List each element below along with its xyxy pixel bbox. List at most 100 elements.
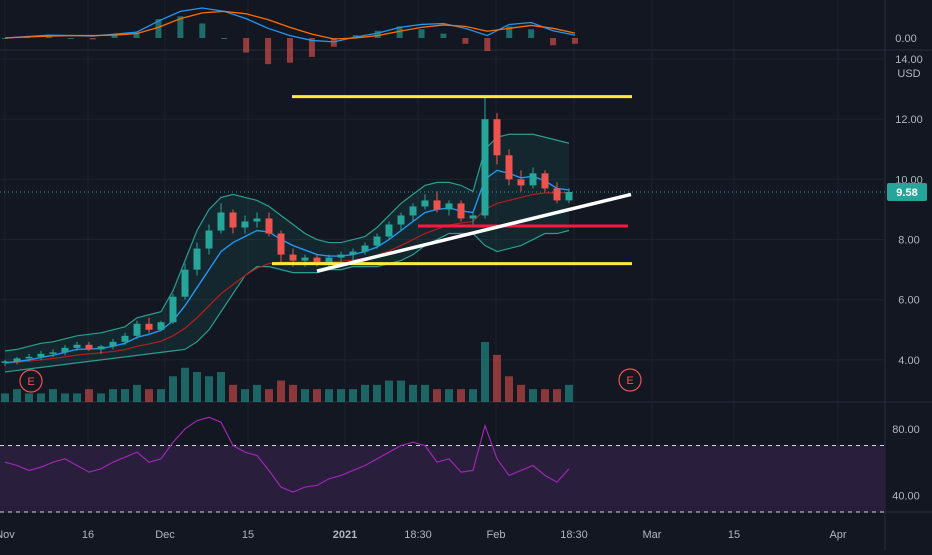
volume-bar [133, 384, 141, 402]
candle-body[interactable] [445, 203, 453, 210]
candle-body[interactable] [37, 353, 45, 357]
currency-label: USD [897, 68, 920, 80]
time-tick-label: 18:30 [560, 529, 588, 541]
candle-body[interactable] [181, 269, 189, 297]
volume-bar [517, 384, 525, 402]
macd-histogram-bar [265, 38, 272, 65]
candle-body[interactable] [253, 218, 261, 222]
volume-bar [337, 389, 345, 402]
time-tick-label: Feb [487, 529, 506, 541]
candle-body[interactable] [193, 248, 201, 270]
earnings-marker-label: E [27, 376, 34, 388]
volume-bar [157, 389, 165, 402]
earnings-marker-label: E [626, 375, 633, 387]
macd-histogram-bar [133, 33, 140, 38]
candle-body[interactable] [289, 254, 297, 261]
rsi-tick-label: 40.00 [892, 490, 920, 502]
rsi-panel[interactable] [0, 416, 885, 513]
candle-body[interactable] [313, 257, 321, 264]
macd-histogram-bar [506, 26, 513, 38]
rising-trendline[interactable] [316, 192, 632, 273]
candle-body[interactable] [85, 344, 93, 350]
candle-body[interactable] [325, 257, 333, 264]
candle-body[interactable] [109, 341, 117, 347]
candle-body[interactable] [301, 257, 309, 261]
candle-body[interactable] [205, 230, 213, 249]
candle-body[interactable] [121, 335, 129, 342]
macd-panel[interactable] [2, 7, 578, 65]
candle-body[interactable] [265, 218, 273, 234]
candle-body[interactable] [97, 346, 105, 350]
candle-body[interactable] [409, 206, 417, 216]
volume-bar [73, 393, 81, 402]
volume-bar [397, 380, 405, 402]
last-price-label: 9.58 [896, 187, 917, 199]
candle-body[interactable] [145, 323, 153, 330]
time-tick-label: Apr [829, 529, 846, 541]
candle-body[interactable] [73, 344, 81, 348]
candle-body[interactable] [565, 192, 573, 201]
volume-bar [565, 384, 573, 402]
candle-body[interactable] [133, 323, 141, 336]
candle-body[interactable] [469, 215, 477, 219]
candle-body[interactable] [493, 119, 501, 156]
axes: USD 14.0012.0010.008.006.004.009.580.008… [0, 33, 927, 541]
candle-body[interactable] [61, 347, 69, 353]
candle-body[interactable] [421, 200, 429, 207]
candle-body[interactable] [373, 236, 381, 246]
candle-body[interactable] [277, 233, 285, 255]
price-tick-label: 4.00 [898, 355, 919, 367]
volume-bar [181, 367, 189, 402]
candle-body[interactable] [361, 245, 369, 252]
candle-body[interactable] [517, 179, 525, 186]
volume-bar [385, 380, 393, 402]
macd-histogram-bar [2, 38, 8, 39]
volume-bar [253, 384, 261, 402]
candle-body[interactable] [157, 322, 165, 330]
candle-body[interactable] [217, 212, 225, 231]
candle-body[interactable] [13, 358, 21, 362]
volume-bar [373, 384, 381, 402]
price-tick-label: 12.00 [895, 114, 923, 126]
candle-body[interactable] [25, 356, 33, 359]
volume-bar [145, 389, 153, 402]
volume-bar [13, 389, 21, 402]
candle-body[interactable] [433, 200, 441, 210]
candle-body[interactable] [1, 361, 9, 363]
candle-body[interactable] [169, 296, 177, 323]
volume-bar [313, 389, 321, 402]
price-tick-label: 14.00 [895, 54, 923, 66]
volume-bar [109, 389, 117, 402]
candle-body[interactable] [505, 155, 513, 180]
candle-body[interactable] [553, 188, 561, 201]
volume-bar [529, 389, 537, 402]
volume-bar [169, 376, 177, 402]
volume-bar [457, 389, 465, 402]
candle-body[interactable] [529, 173, 537, 186]
volume-bar [85, 389, 93, 402]
earnings-marker[interactable] [618, 368, 642, 392]
candle-body[interactable] [541, 173, 549, 189]
candle-body[interactable] [385, 224, 393, 237]
volume-bar [433, 389, 441, 402]
candle-body[interactable] [397, 215, 405, 225]
candle-body[interactable] [349, 251, 357, 255]
candle-body[interactable] [337, 254, 345, 258]
candle-body[interactable] [49, 352, 57, 354]
macd-histogram-bar [111, 35, 118, 38]
earnings-marker[interactable] [19, 369, 43, 393]
volume-bar [445, 389, 453, 402]
candle-body[interactable] [229, 212, 237, 228]
macd-histogram-bar [221, 38, 228, 39]
volume-bar [469, 389, 477, 402]
macd-histogram-bar [287, 38, 293, 63]
macd-signal-line [4, 10, 576, 40]
volume-bar [541, 389, 549, 402]
bollinger-lower-line [4, 229, 570, 373]
candle-body[interactable] [241, 221, 249, 228]
candle-body[interactable] [481, 119, 489, 216]
candle-body[interactable] [457, 203, 465, 219]
